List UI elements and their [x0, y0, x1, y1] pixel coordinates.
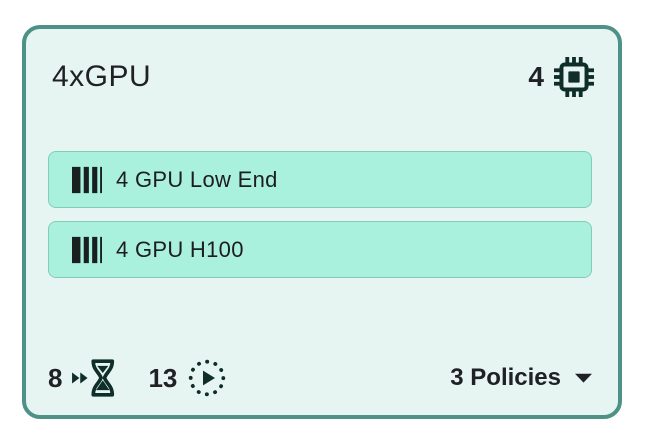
policies-dropdown[interactable]: 3 Policies: [450, 364, 592, 392]
hourglass-stat: 8: [48, 359, 116, 397]
policies-label: 3 Policies: [450, 364, 561, 391]
chip-icon: [554, 57, 594, 97]
card-title: 4xGPU: [52, 60, 152, 93]
hourglass-stat-value: 8: [48, 362, 63, 393]
slow-motion-stat: 13: [148, 358, 227, 398]
card-footer: 8 13: [48, 355, 592, 401]
instance-type-label: 4 GPU Low End: [116, 166, 278, 192]
hourglass-forward-icon: [72, 359, 116, 397]
slow-motion-play-icon: [187, 358, 227, 398]
gpu-count-value: 4: [528, 61, 544, 92]
caret-down-icon: [575, 373, 592, 383]
instance-type-label: 4 GPU H100: [116, 236, 244, 262]
gpu-pool-card: 4xGPU 4: [22, 25, 622, 419]
instance-type-list: 4 GPU Low End 4 GPU H100: [48, 151, 592, 278]
gpu-count-group: 4: [528, 57, 594, 97]
slow-motion-stat-value: 13: [148, 362, 178, 393]
instance-type-chip[interactable]: 4 GPU H100: [48, 221, 592, 278]
instance-type-chip[interactable]: 4 GPU Low End: [48, 151, 592, 208]
barcode-icon: [72, 166, 102, 194]
barcode-icon: [72, 236, 102, 264]
card-header: 4xGPU 4: [52, 55, 594, 99]
